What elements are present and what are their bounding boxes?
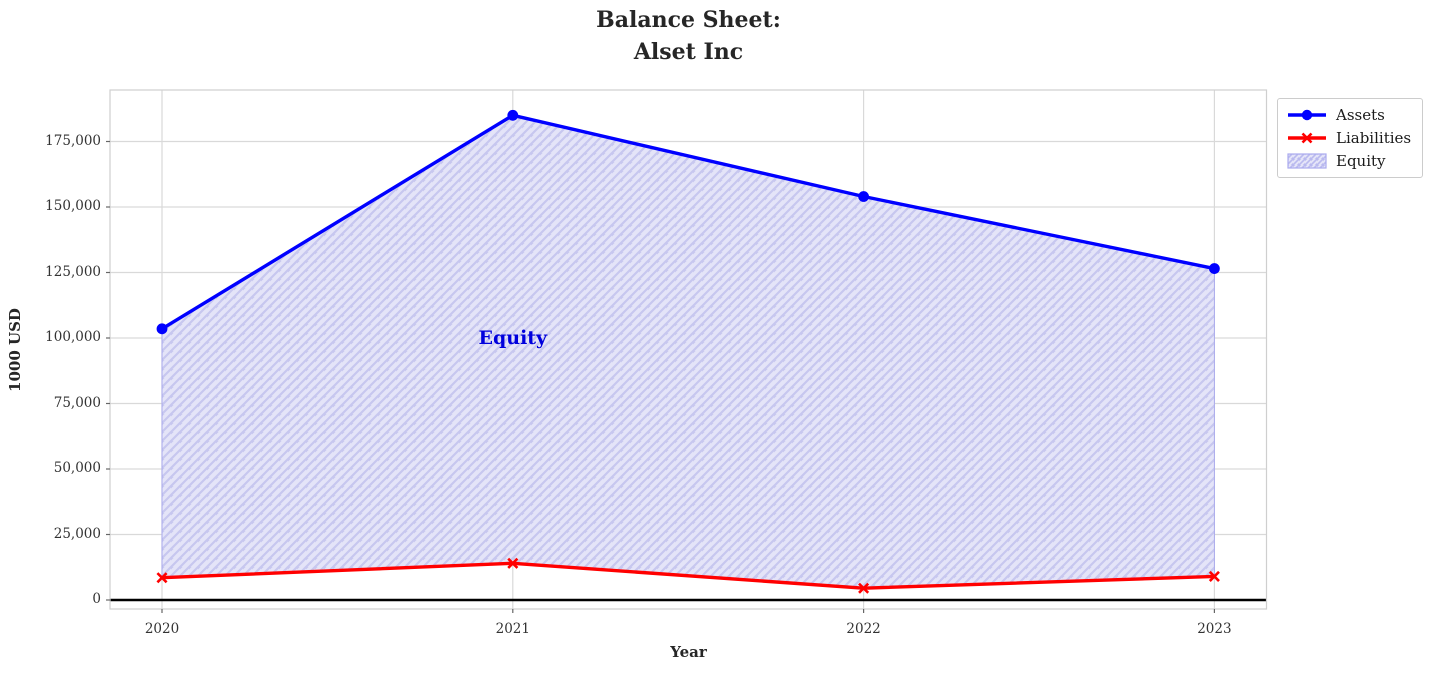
equity-annotation: Equity <box>478 327 548 349</box>
x-tick-label: 2021 <box>495 621 530 637</box>
legend-item-assets: Assets <box>1287 106 1411 124</box>
equity-area <box>161 114 1215 589</box>
legend-item-liabilities: Liabilities <box>1287 129 1411 147</box>
x-tick-label: 2020 <box>144 621 180 637</box>
chart-title: Balance Sheet: Alset Inc <box>596 7 781 65</box>
legend: Assets Liabilities Equity <box>1277 98 1424 178</box>
x-axis-title: Year <box>670 643 707 661</box>
y-tick-label: 100,000 <box>45 329 101 345</box>
tick-marks <box>106 140 1216 613</box>
assets-line-icon <box>1288 109 1326 121</box>
liabilities-line-icon <box>1288 132 1326 144</box>
y-tick-label: 0 <box>92 591 101 607</box>
y-tick-label: 150,000 <box>45 198 101 214</box>
legend-item-equity: Equity <box>1287 152 1411 170</box>
y-tick-label: 50,000 <box>53 460 101 476</box>
data-series <box>156 109 1220 594</box>
y-axis-title: 1000 USD <box>6 308 24 392</box>
equity-patch-icon <box>1287 153 1327 169</box>
y-tick-label: 125,000 <box>45 263 101 280</box>
legend-label-equity: Equity <box>1336 152 1386 170</box>
y-tick-label: 175,000 <box>45 132 101 149</box>
x-tick-label: 2023 <box>1197 621 1232 637</box>
legend-label-assets: Assets <box>1336 106 1385 124</box>
y-tick-label: 25,000 <box>53 525 101 542</box>
plot-border <box>109 89 1268 610</box>
legend-label-liabilities: Liabilities <box>1336 129 1412 147</box>
y-tick-label: 75,000 <box>53 394 101 411</box>
x-tick-label: 2022 <box>846 621 881 637</box>
